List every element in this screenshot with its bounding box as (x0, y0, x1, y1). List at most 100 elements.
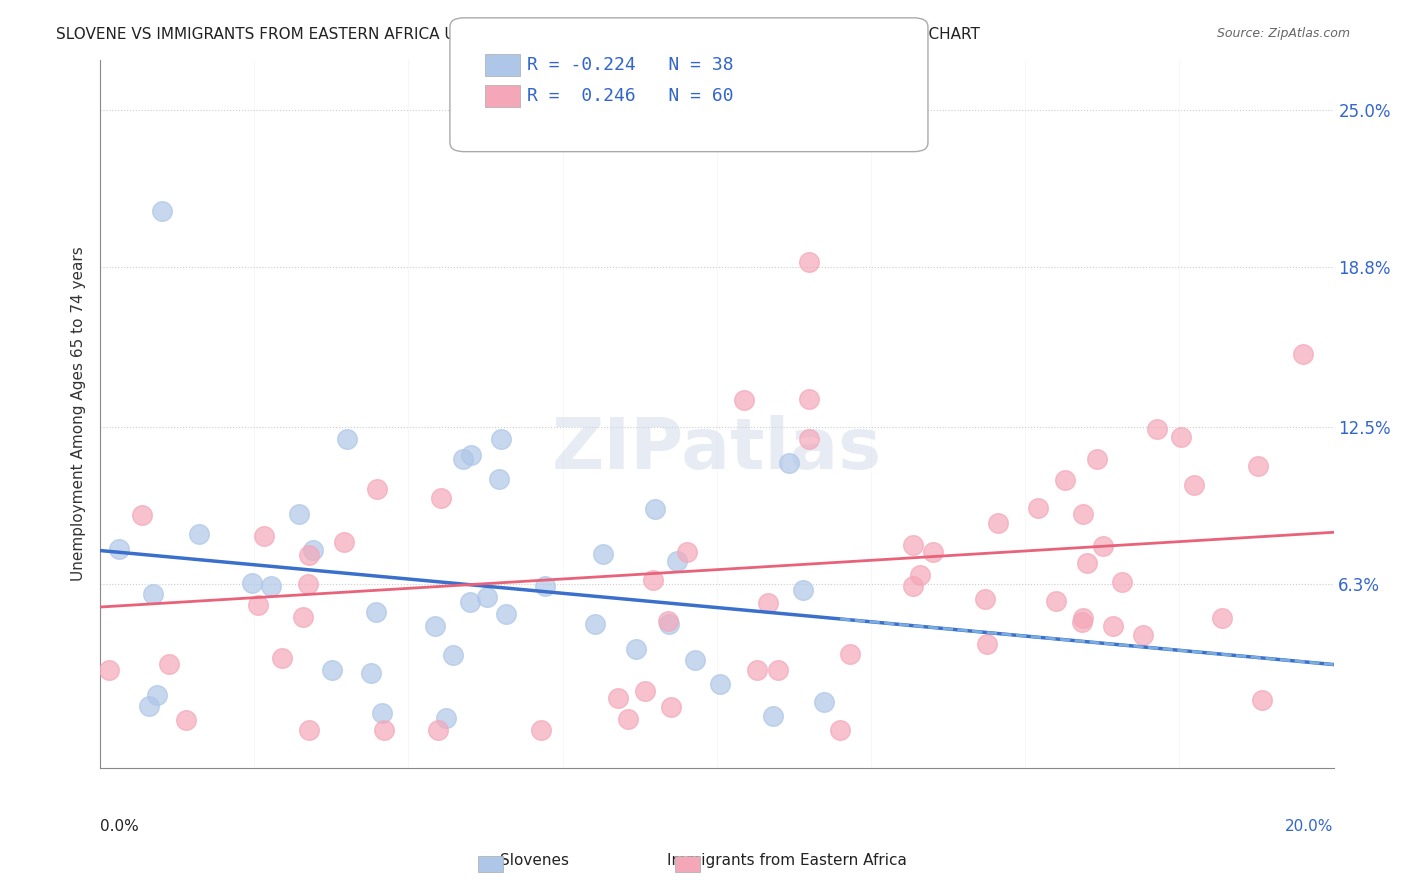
Point (616, 712, 638, 726)
Point (298, 549, 321, 563)
Point (150, 204, 173, 219)
Point (157, 657, 180, 672)
Point (1071, 615, 1094, 629)
Point (1076, 557, 1098, 571)
Point (1111, 574, 1133, 589)
Point (973, 591, 995, 606)
Point (1170, 430, 1192, 444)
Point (97, 663, 120, 677)
Text: 20.0%: 20.0% (1285, 819, 1333, 834)
Point (142, 587, 165, 601)
Point (799, 432, 821, 446)
Point (423, 619, 446, 633)
Point (910, 568, 932, 582)
Point (901, 579, 924, 593)
Y-axis label: Unemployment Among Ages 65 to 74 years: Unemployment Among Ages 65 to 74 years (72, 246, 86, 582)
Point (373, 723, 395, 738)
Point (799, 392, 821, 407)
Point (430, 491, 453, 505)
Point (1247, 458, 1270, 473)
Text: Immigrants from Eastern Africa: Immigrants from Eastern Africa (668, 854, 907, 868)
Point (434, 711, 457, 725)
Point (1091, 539, 1114, 553)
Point (529, 723, 551, 738)
Point (302, 542, 325, 557)
Point (297, 577, 319, 591)
Point (489, 432, 512, 446)
Point (634, 684, 657, 698)
Point (1102, 619, 1125, 633)
Point (453, 452, 475, 467)
Point (1132, 628, 1154, 642)
Point (252, 529, 274, 543)
Point (838, 647, 860, 661)
Text: R = -0.224   N = 38: R = -0.224 N = 38 (527, 56, 734, 74)
Point (976, 637, 998, 651)
Point (259, 579, 281, 593)
Point (138, 698, 160, 713)
Point (247, 599, 270, 613)
Point (1292, 347, 1315, 361)
Point (792, 582, 814, 597)
Point (766, 663, 789, 677)
Point (292, 610, 315, 624)
Point (495, 607, 517, 622)
Point (1085, 451, 1108, 466)
Point (683, 652, 706, 666)
Point (657, 614, 679, 628)
Point (1053, 473, 1076, 487)
Point (624, 642, 647, 657)
Point (488, 472, 510, 486)
Point (709, 677, 731, 691)
Point (901, 538, 924, 552)
Point (298, 723, 321, 738)
Point (131, 508, 153, 522)
Point (460, 448, 482, 462)
Point (187, 526, 209, 541)
Point (1071, 611, 1094, 625)
Text: R =  0.246   N = 60: R = 0.246 N = 60 (527, 87, 734, 105)
Point (745, 663, 768, 677)
Text: SLOVENE VS IMMIGRANTS FROM EASTERN AFRICA UNEMPLOYMENT AMONG AGES 65 TO 74 YEARS: SLOVENE VS IMMIGRANTS FROM EASTERN AFRIC… (56, 27, 980, 42)
Point (288, 507, 311, 521)
Text: 0.0%: 0.0% (100, 819, 139, 834)
Point (659, 700, 682, 714)
Point (1045, 594, 1067, 608)
Point (533, 578, 555, 592)
Point (364, 605, 387, 619)
Point (607, 691, 630, 706)
Point (921, 545, 943, 559)
Text: Slovenes: Slovenes (499, 854, 569, 868)
Point (828, 723, 851, 738)
Point (1071, 508, 1094, 522)
Point (174, 714, 197, 728)
Point (644, 502, 666, 516)
Point (799, 255, 821, 269)
Point (813, 695, 835, 709)
Point (756, 596, 779, 610)
Point (676, 544, 699, 558)
Point (441, 648, 464, 662)
Point (733, 392, 755, 407)
Point (658, 616, 681, 631)
Point (592, 547, 614, 561)
Point (371, 706, 394, 720)
Point (270, 651, 292, 665)
Text: Source: ZipAtlas.com: Source: ZipAtlas.com (1216, 27, 1350, 40)
Point (778, 456, 800, 470)
Point (1146, 422, 1168, 436)
Point (240, 575, 263, 590)
Point (360, 666, 382, 681)
Point (107, 541, 129, 556)
Point (1026, 501, 1049, 516)
Point (427, 723, 450, 738)
Point (1184, 477, 1206, 491)
Point (762, 709, 785, 723)
Point (336, 432, 359, 446)
Point (366, 482, 388, 496)
Point (458, 595, 481, 609)
Point (641, 573, 664, 587)
Point (332, 535, 354, 549)
Point (477, 590, 499, 604)
Point (1250, 693, 1272, 707)
